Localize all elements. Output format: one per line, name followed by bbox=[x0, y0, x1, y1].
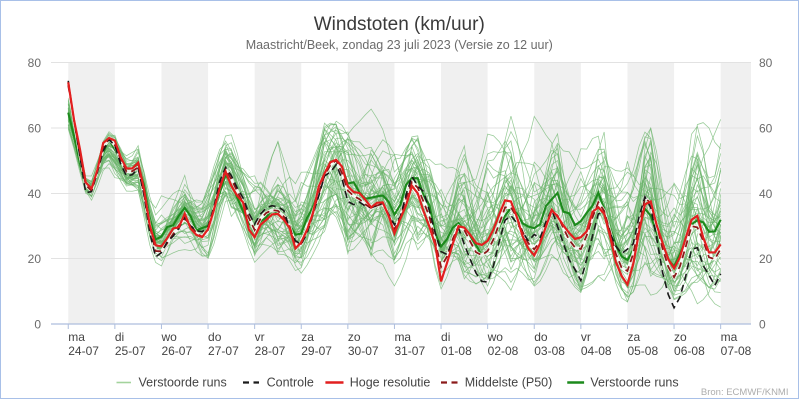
svg-text:zo: zo bbox=[674, 330, 687, 344]
svg-text:01-08: 01-08 bbox=[441, 344, 472, 358]
svg-text:20: 20 bbox=[759, 252, 773, 266]
svg-text:Controle: Controle bbox=[267, 376, 314, 390]
svg-text:za: za bbox=[301, 330, 314, 344]
svg-text:29-07: 29-07 bbox=[301, 344, 332, 358]
svg-text:Bron: ECMWF/KNMI: Bron: ECMWF/KNMI bbox=[701, 387, 789, 398]
svg-text:vr: vr bbox=[581, 330, 591, 344]
svg-text:04-08: 04-08 bbox=[581, 344, 612, 358]
svg-text:vr: vr bbox=[255, 330, 265, 344]
svg-text:07-08: 07-08 bbox=[721, 344, 752, 358]
svg-text:Middelste (P50): Middelste (P50) bbox=[465, 376, 553, 390]
svg-text:0: 0 bbox=[34, 318, 41, 332]
svg-text:25-07: 25-07 bbox=[115, 344, 146, 358]
svg-text:80: 80 bbox=[759, 56, 773, 70]
svg-text:di: di bbox=[115, 330, 124, 344]
svg-text:di: di bbox=[441, 330, 450, 344]
svg-text:Verstoorde runs: Verstoorde runs bbox=[139, 376, 227, 390]
svg-text:05-08: 05-08 bbox=[627, 344, 658, 358]
svg-text:26-07: 26-07 bbox=[161, 344, 192, 358]
svg-text:20: 20 bbox=[28, 252, 42, 266]
svg-text:06-08: 06-08 bbox=[674, 344, 705, 358]
svg-text:60: 60 bbox=[28, 122, 42, 136]
svg-text:ma: ma bbox=[394, 330, 411, 344]
svg-text:wo: wo bbox=[487, 330, 504, 344]
svg-text:do: do bbox=[534, 330, 548, 344]
svg-text:ma: ma bbox=[68, 330, 85, 344]
svg-text:zo: zo bbox=[348, 330, 361, 344]
svg-text:ma: ma bbox=[721, 330, 738, 344]
svg-text:31-07: 31-07 bbox=[394, 344, 425, 358]
svg-text:02-08: 02-08 bbox=[488, 344, 519, 358]
svg-text:0: 0 bbox=[759, 318, 766, 332]
svg-text:03-08: 03-08 bbox=[534, 344, 565, 358]
svg-text:30-07: 30-07 bbox=[348, 344, 379, 358]
svg-text:Verstoorde runs: Verstoorde runs bbox=[590, 376, 678, 390]
svg-text:wo: wo bbox=[160, 330, 177, 344]
svg-text:40: 40 bbox=[759, 187, 773, 201]
svg-text:40: 40 bbox=[28, 187, 42, 201]
svg-text:27-07: 27-07 bbox=[208, 344, 239, 358]
svg-text:do: do bbox=[208, 330, 222, 344]
svg-text:za: za bbox=[627, 330, 640, 344]
svg-text:28-07: 28-07 bbox=[255, 344, 286, 358]
svg-text:80: 80 bbox=[28, 56, 42, 70]
svg-text:Hoge resolutie: Hoge resolutie bbox=[350, 376, 431, 390]
svg-text:24-07: 24-07 bbox=[68, 344, 99, 358]
svg-text:60: 60 bbox=[759, 122, 773, 136]
